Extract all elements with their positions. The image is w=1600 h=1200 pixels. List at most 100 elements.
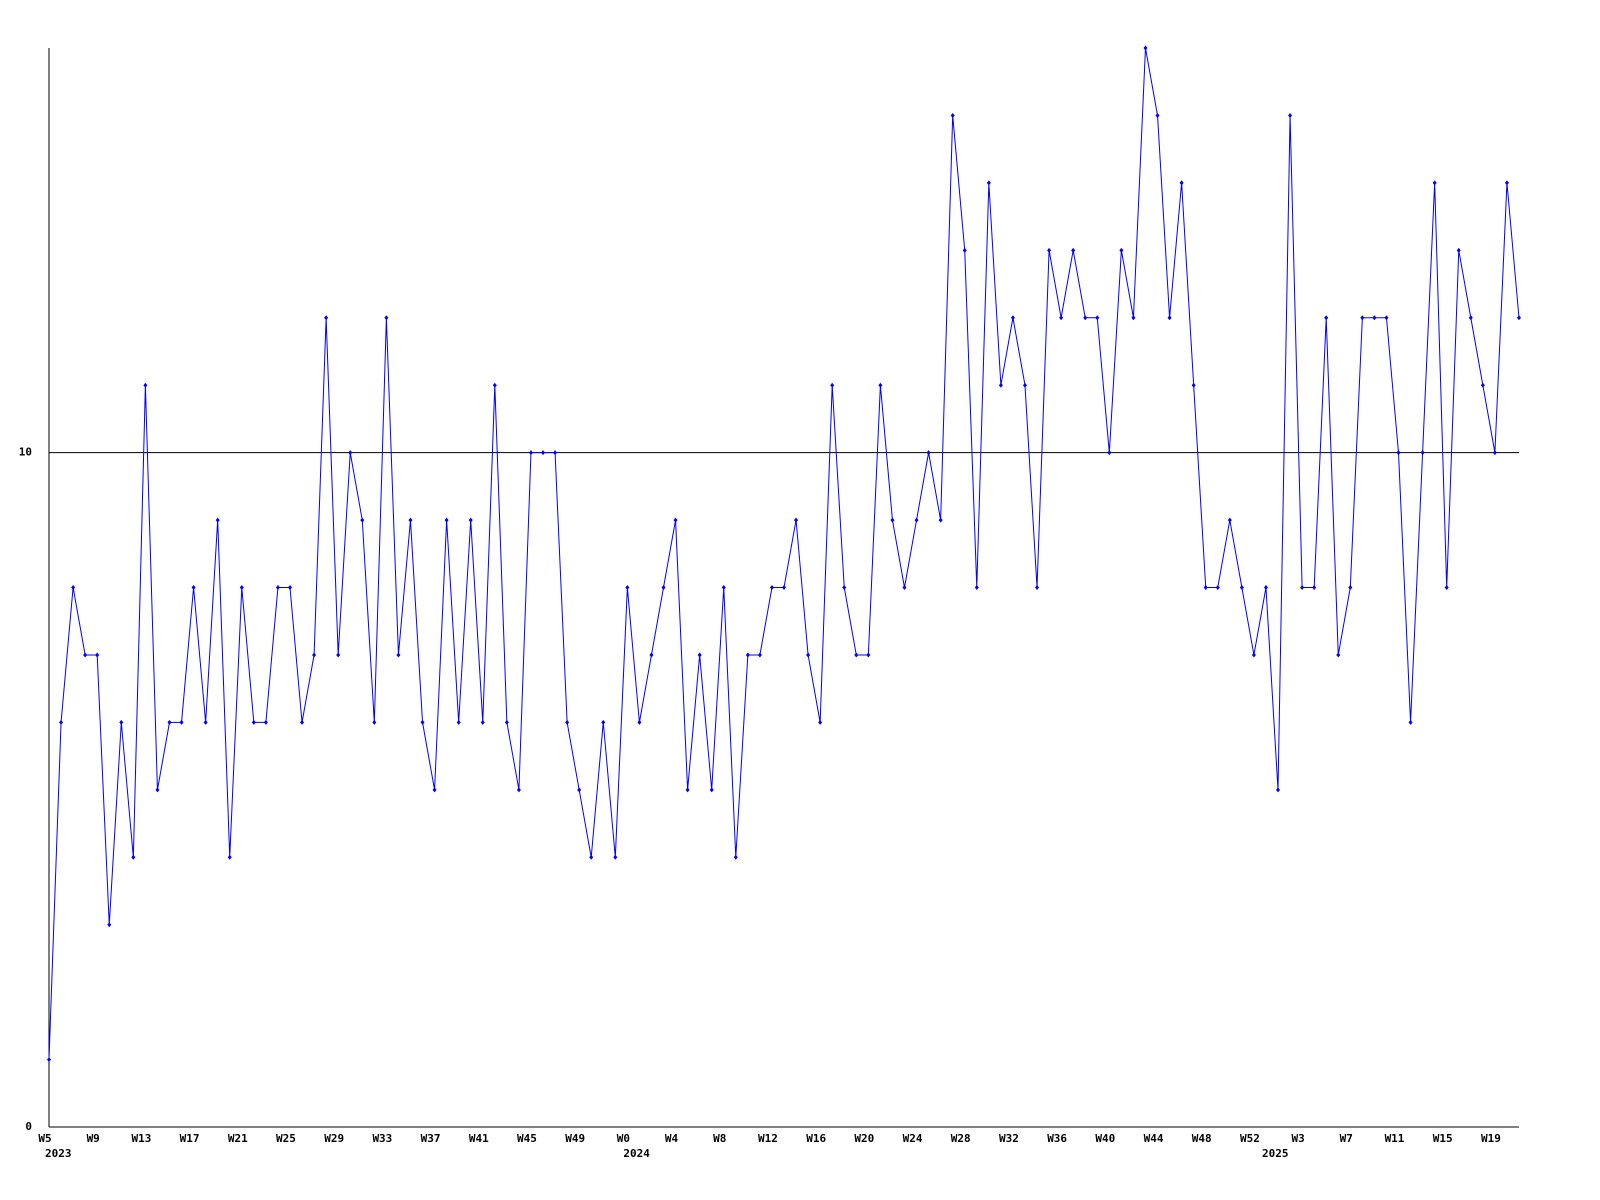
point-marker [998, 382, 1003, 388]
point-marker [950, 112, 955, 118]
x-tick-label: W25 [276, 1132, 296, 1145]
point-marker [1227, 517, 1232, 523]
point-marker [685, 787, 690, 793]
point-marker [1239, 585, 1244, 590]
x-tick-label: W29 [324, 1132, 344, 1145]
point-marker [1167, 315, 1172, 321]
point-marker [444, 517, 449, 523]
point-marker [1119, 247, 1124, 253]
x-tick-label: W36 [1047, 1132, 1067, 1145]
point-marker [769, 585, 774, 590]
point-marker [215, 517, 220, 523]
point-marker [516, 787, 521, 793]
point-marker [1010, 315, 1015, 321]
point-marker [1035, 585, 1040, 590]
point-marker [155, 787, 160, 793]
point-marker [396, 652, 401, 658]
point-marker [601, 719, 606, 725]
point-marker [408, 517, 413, 523]
point-marker [782, 585, 786, 590]
point-marker [239, 585, 244, 590]
point-marker [432, 787, 437, 793]
x-tick-label: W12 [758, 1132, 778, 1145]
point-marker [541, 450, 546, 456]
point-marker [866, 652, 871, 658]
x-tick-label: W0 [617, 1132, 630, 1145]
x-tick-label: W48 [1192, 1132, 1212, 1145]
x-tick-label: W45 [517, 1132, 537, 1145]
x-tick-label: W37 [421, 1132, 441, 1145]
point-marker [890, 517, 895, 523]
x-tick-label: W44 [1144, 1132, 1164, 1145]
point-marker [468, 517, 473, 523]
point-marker [1047, 247, 1052, 253]
point-marker [480, 719, 485, 725]
x-tick-label: W52 [1240, 1132, 1260, 1145]
point-marker [1336, 652, 1341, 658]
point-marker [926, 450, 931, 456]
point-marker [878, 382, 883, 388]
point-marker [372, 719, 377, 725]
point-marker [1083, 315, 1088, 321]
point-marker [649, 652, 654, 658]
point-marker [47, 1057, 51, 1063]
x-tick-label: W7 [1340, 1132, 1353, 1145]
point-marker [637, 719, 642, 725]
point-marker [1420, 450, 1425, 456]
point-marker [625, 585, 630, 590]
point-marker [733, 854, 738, 860]
point-marker [697, 652, 702, 658]
point-marker [1107, 450, 1112, 456]
point-marker [577, 787, 582, 793]
point-marker [287, 585, 292, 590]
point-marker [348, 450, 353, 456]
x-tick-label: W33 [372, 1132, 392, 1145]
point-marker [854, 652, 859, 658]
point-marker [95, 652, 100, 658]
point-marker [1360, 315, 1365, 321]
year-label: 2025 [1262, 1147, 1289, 1160]
point-marker [1022, 382, 1027, 388]
point-marker [312, 652, 317, 658]
point-marker [504, 719, 509, 725]
x-tick-label: W28 [951, 1132, 971, 1145]
point-marker [1300, 585, 1305, 590]
point-marker [1432, 180, 1437, 186]
y-tick-label: 10 [19, 446, 32, 459]
point-marker [1444, 585, 1449, 590]
point-marker [1312, 585, 1317, 590]
x-tick-label: W8 [713, 1132, 726, 1145]
point-marker [83, 652, 88, 658]
point-marker [251, 719, 256, 725]
point-marker [1155, 112, 1160, 118]
point-marker [1348, 585, 1353, 590]
point-marker [1408, 719, 1413, 725]
point-marker [709, 787, 714, 793]
point-marker [1468, 315, 1473, 321]
point-marker [745, 652, 750, 658]
point-marker [1276, 787, 1281, 793]
point-marker [1059, 315, 1064, 321]
x-tick-label: W19 [1481, 1132, 1501, 1145]
point-marker [661, 585, 666, 590]
point-marker [131, 854, 136, 860]
point-marker [1263, 585, 1268, 590]
point-marker [300, 719, 305, 725]
point-marker [721, 585, 726, 590]
x-tick-label: W5 [38, 1132, 51, 1145]
x-tick-label: W13 [131, 1132, 151, 1145]
point-marker [794, 517, 799, 523]
x-tick-label: W20 [854, 1132, 874, 1145]
point-marker [1384, 315, 1389, 321]
point-marker [1492, 450, 1497, 456]
point-marker [1396, 450, 1401, 456]
point-marker [167, 719, 172, 725]
point-marker [1131, 315, 1136, 321]
x-tick-label: W11 [1385, 1132, 1405, 1145]
point-marker [974, 585, 979, 590]
y-tick-label: 0 [25, 1120, 32, 1133]
point-marker [528, 450, 533, 456]
point-marker [71, 585, 76, 590]
